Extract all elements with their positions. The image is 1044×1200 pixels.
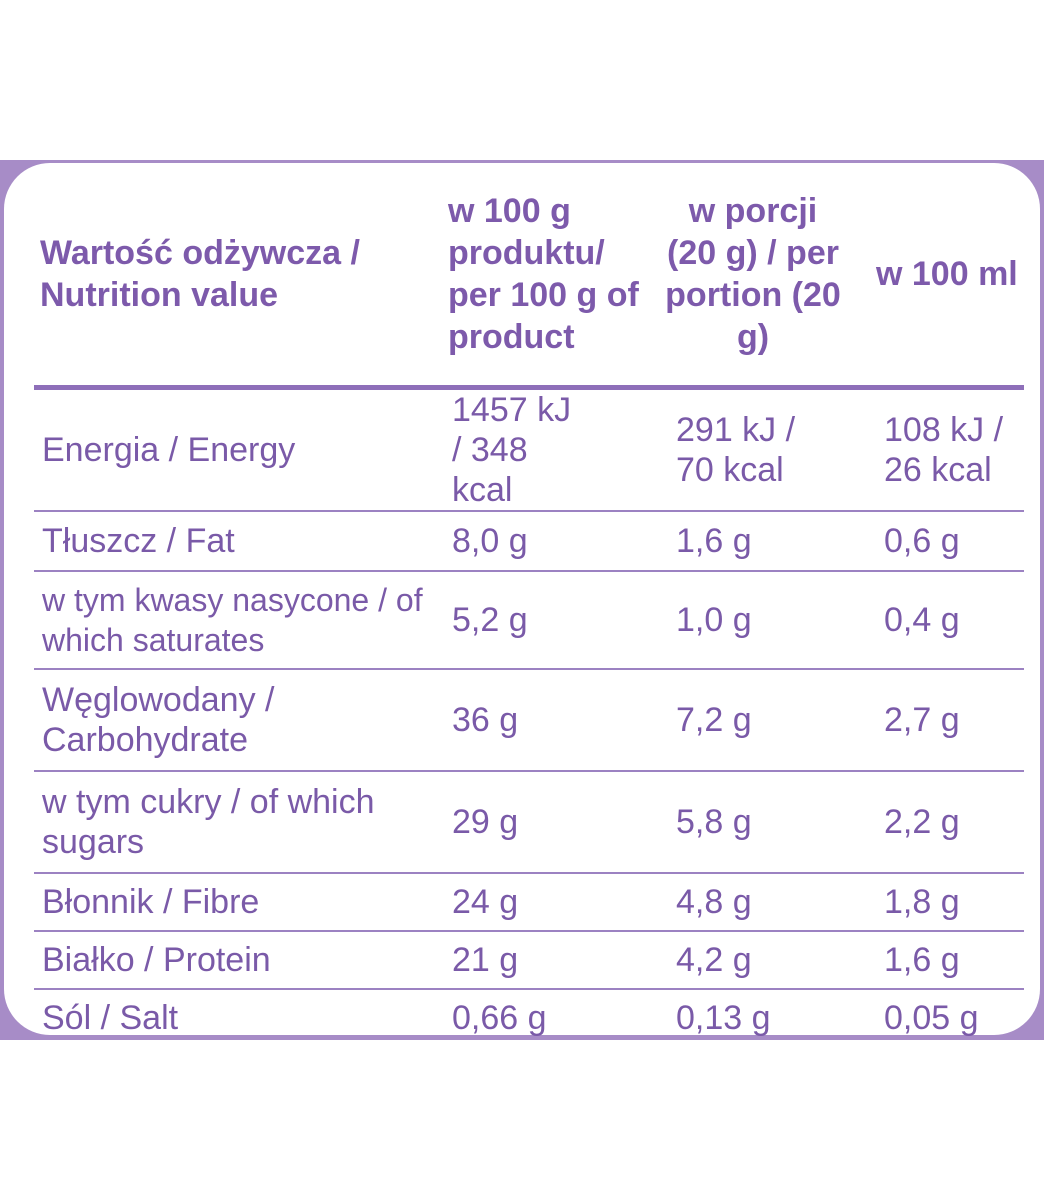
value-per-100g: 1457 kJ / 348 kcal	[442, 387, 648, 512]
header-per-100g: w 100 g produktu/ per 100 g of product	[442, 163, 648, 390]
value-per-portion: 5,8 g	[648, 771, 858, 874]
header-row: Wartość odżywcza / Nutrition value w 100…	[34, 163, 1024, 390]
value-per-100ml: 1,8 g	[858, 873, 1024, 932]
value-per-100ml: 2,7 g	[858, 669, 1024, 772]
header-per-100ml: w 100 ml	[858, 163, 1024, 390]
table-row: Białko / Protein 21 g 4,2 g 1,6 g	[34, 931, 1024, 990]
value-per-100g: 8,0 g	[442, 511, 648, 572]
table-row: Błonnik / Fibre 24 g 4,8 g 1,8 g	[34, 873, 1024, 932]
row-name: Energia / Energy	[34, 387, 442, 512]
value-per-portion: 1,6 g	[648, 511, 858, 572]
row-name: Węglowodany / Carbohydrate	[34, 669, 442, 772]
table-row: Sól / Salt 0,66 g 0,13 g 0,05 g	[34, 989, 1024, 1046]
value-per-100ml: 0,6 g	[858, 511, 1024, 572]
header-nutrition-value: Wartość odżywcza / Nutrition value	[34, 163, 442, 390]
nutrition-table: Wartość odżywcza / Nutrition value w 100…	[34, 163, 1024, 1046]
value-per-100g: 29 g	[442, 771, 648, 874]
value-per-100g: 5,2 g	[442, 571, 648, 670]
value-per-100ml: 0,05 g	[884, 999, 979, 1037]
value-per-100g: 24 g	[442, 873, 648, 932]
value-per-100ml: 1,6 g	[858, 931, 1024, 990]
table-row: w tym kwasy nasycone / of which saturate…	[34, 571, 1024, 670]
value-per-portion: 0,13 g	[676, 999, 771, 1037]
table-row: Energia / Energy 1457 kJ / 348 kcal 291 …	[34, 387, 1024, 512]
value-per-100ml: 2,2 g	[858, 771, 1024, 874]
nutrition-label-frame: Wartość odżywcza / Nutrition value w 100…	[0, 160, 1044, 1040]
row-name: w tym cukry / of which sugars	[34, 771, 442, 874]
header-per-portion: w porcji (20 g) / per portion (20 g)	[648, 163, 858, 390]
value-per-100ml: 0,4 g	[858, 571, 1024, 670]
value-per-portion: 291 kJ / 70 kcal	[648, 387, 858, 512]
value-per-100g: 36 g	[442, 669, 648, 772]
value-per-portion: 7,2 g	[648, 669, 858, 772]
row-name: w tym kwasy nasycone / of which saturate…	[34, 571, 442, 670]
value-per-100g: 21 g	[442, 931, 648, 990]
value-per-portion: 4,2 g	[648, 931, 858, 990]
row-name: Białko / Protein	[34, 931, 442, 990]
table-row: Tłuszcz / Fat 8,0 g 1,6 g 0,6 g	[34, 511, 1024, 572]
table-row: w tym cukry / of which sugars 29 g 5,8 g…	[34, 771, 1024, 874]
value-per-portion: 4,8 g	[648, 873, 858, 932]
value-per-100g: 0,66 g	[452, 999, 547, 1037]
table-row: Węglowodany / Carbohydrate 36 g 7,2 g 2,…	[34, 669, 1024, 772]
row-name: Tłuszcz / Fat	[34, 511, 442, 572]
row-name: Błonnik / Fibre	[34, 873, 442, 932]
nutrition-label-card: Wartość odżywcza / Nutrition value w 100…	[4, 163, 1040, 1037]
value-per-100ml: 108 kJ / 26 kcal	[858, 387, 1024, 512]
value-per-portion: 1,0 g	[648, 571, 858, 670]
row-name: Sól / Salt	[42, 999, 179, 1037]
